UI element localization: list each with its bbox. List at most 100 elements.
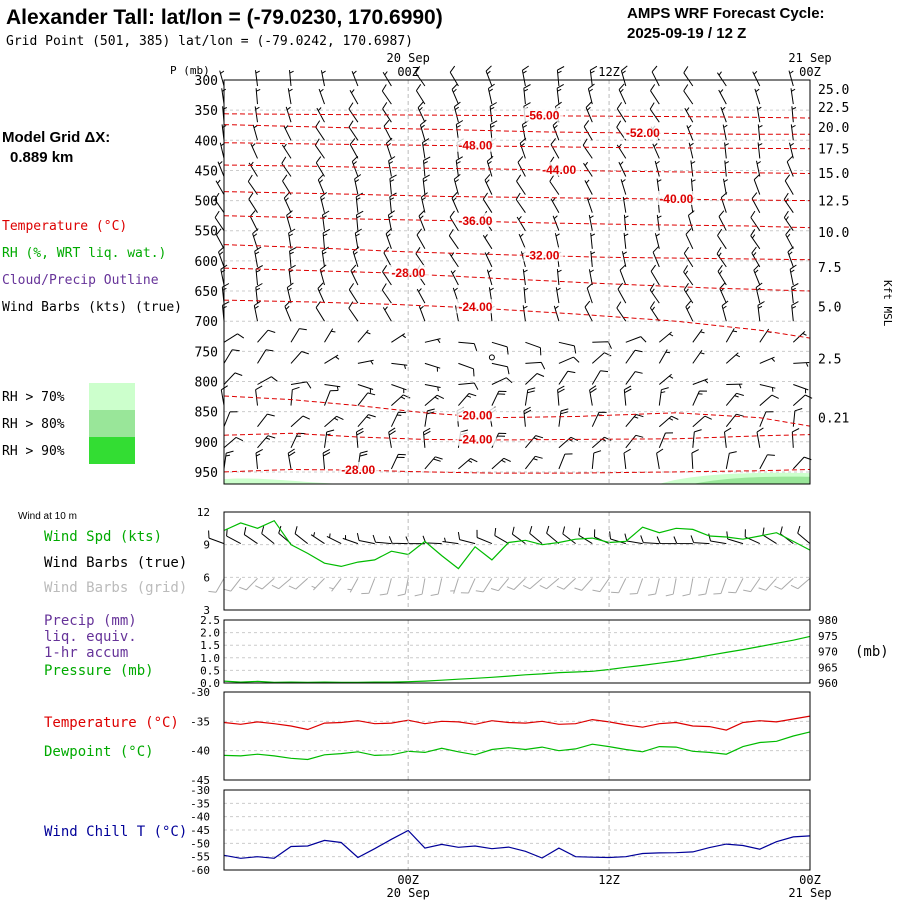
wind-barb [690, 160, 696, 177]
wind-barb [553, 305, 560, 322]
wind-barb [588, 269, 594, 286]
wind-barb [790, 124, 796, 141]
wind-barb [519, 137, 527, 159]
wind-barb [356, 210, 364, 231]
wind-barb-true [762, 527, 777, 545]
wind-barb [756, 160, 761, 177]
time-date-label: 20 Sep [386, 886, 429, 900]
wind-barb [625, 371, 643, 385]
wind-barb [523, 406, 532, 427]
panel-frame [223, 691, 811, 781]
wind-barb [451, 192, 459, 213]
pressure-tick-label: 300 [195, 74, 218, 89]
wind-barb [550, 197, 560, 213]
wind-barb [585, 101, 593, 123]
wind-barb [387, 210, 395, 231]
wind-barb [558, 356, 580, 364]
wind-barb [382, 71, 392, 87]
contour-label-bg [456, 212, 497, 227]
wind-barb [721, 300, 729, 322]
wind-barb [416, 228, 426, 250]
legend-cloud: Cloud/Precip Outline [2, 273, 159, 288]
pressure-right-tick-label: 970 [818, 646, 838, 659]
wind-barb [725, 451, 737, 469]
wind-barb [424, 362, 441, 372]
wind-barb [584, 179, 593, 195]
wind-barb [625, 349, 643, 364]
wind-barb [489, 120, 498, 141]
pressure-tick-label: 700 [195, 315, 218, 330]
wind-barb [525, 341, 542, 356]
pressure-tick-label: 500 [195, 195, 218, 210]
wind-barb [683, 283, 694, 304]
wind-barb [550, 138, 560, 159]
pressure-right-tick-label: 980 [818, 614, 838, 627]
pressure-right-tick-label: 975 [818, 630, 838, 643]
pressure-tick-label: 400 [195, 134, 218, 149]
wind-barb [558, 341, 577, 354]
wind-barb [752, 70, 761, 87]
contour-label-bg [523, 107, 564, 122]
wind-barb-grid [506, 578, 526, 591]
wind-barb-true [243, 527, 258, 545]
pressure-right-tick-label: 965 [818, 661, 838, 674]
wind-barb [791, 106, 797, 123]
wind-barb [759, 356, 776, 364]
wind-barb [348, 283, 359, 304]
wind-barb-grid [460, 578, 476, 594]
wind-barb-true [372, 534, 392, 545]
wind-barb [314, 138, 325, 159]
wind-barb [558, 453, 573, 470]
wind-barb [691, 449, 699, 469]
wind-barb [453, 174, 461, 195]
wind-speed-panel: 3 6 9 12 [197, 506, 811, 617]
wind-barb [324, 354, 340, 364]
height-tick-label: 5.0 [818, 301, 841, 316]
wind-barb [521, 119, 529, 141]
time-date-label: 21 Sep [788, 886, 831, 900]
rh-legend-label: RH > 90% [2, 444, 65, 459]
wind-barb [223, 450, 234, 469]
wind-barb [286, 210, 293, 231]
wind-barb [390, 453, 406, 470]
wind-barb [789, 264, 797, 286]
height-tick-label: 0.21 [818, 412, 849, 427]
rh-legend-label: RH > 80% [2, 417, 65, 432]
wind-barb [288, 264, 296, 286]
temperature-contour-label: -28.00 [341, 463, 375, 477]
wind-barb [458, 458, 478, 470]
wind-barb [214, 210, 225, 231]
wind-barb-true [342, 535, 359, 545]
contour-label-bg [540, 161, 581, 176]
wind-barb-true [261, 526, 275, 544]
wind-barb [355, 192, 364, 213]
wind-barb [286, 282, 294, 304]
wind-barb [554, 233, 560, 249]
cross-section-panel: 300 350 400 450 500 550 600 650 700 750 800 850 900 9… [195, 65, 849, 485]
wind-barb [791, 283, 799, 304]
wind-barb [558, 370, 576, 385]
wind-barb [247, 174, 258, 195]
wind-barb [486, 155, 494, 177]
wind-barb-grid [450, 578, 459, 594]
chill-tick-label: -35 [190, 797, 210, 810]
precip-tick-label: 0.0 [200, 677, 220, 690]
wind-barb [383, 119, 392, 141]
wind-barbs-grid-label: Wind Barbs (grid) [44, 580, 187, 596]
wind-barb [257, 349, 274, 364]
dewpoint-series [223, 731, 811, 761]
wind-barb-grid [430, 578, 443, 596]
wind-barb-true [640, 535, 660, 545]
wind-barb [390, 411, 406, 427]
rh-legend-label: RH > 70% [2, 390, 65, 405]
dewpoint-label: Dewpoint (°C) [44, 744, 154, 760]
wind-barb-true [476, 529, 493, 545]
wind-barb-true [208, 530, 225, 545]
wind-barb-true [624, 533, 643, 545]
wind-barb [315, 120, 325, 141]
wind-barb [792, 456, 812, 470]
wind-barb-true [562, 526, 576, 544]
temperature-contour [223, 113, 811, 119]
wind-barb [783, 210, 794, 231]
temperature-contour-label: -24.00 [458, 300, 492, 314]
